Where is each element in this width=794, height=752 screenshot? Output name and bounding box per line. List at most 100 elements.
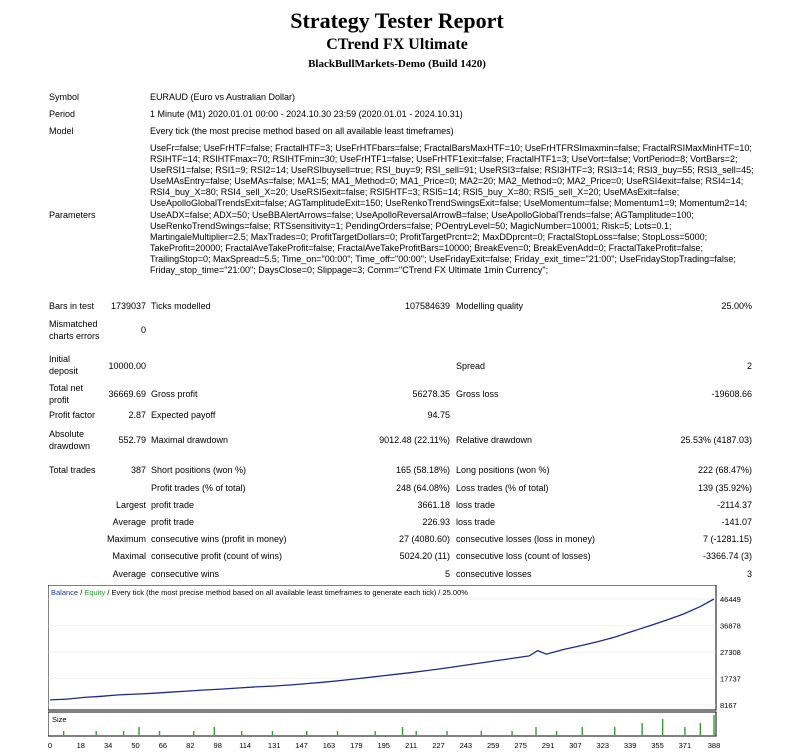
average-profit-label: profit trade	[151, 517, 195, 527]
x-tick-label: 307	[569, 741, 582, 750]
size-bar	[138, 727, 140, 735]
report-title: Strategy Tester Report	[290, 8, 504, 33]
x-tick-label: 211	[405, 741, 417, 750]
loss-trades-value: 139 (35.92%)	[697, 483, 752, 493]
chart-grid	[48, 598, 716, 706]
x-tick-label: 355	[651, 741, 664, 750]
x-tick-label: 339	[624, 741, 637, 750]
symbol-value: EURAUD (Euro vs Australian Dollar)	[150, 92, 296, 102]
total-trades-label: Total trades	[49, 465, 96, 475]
average-loss-label: loss trade	[456, 517, 496, 527]
gross-profit-label: Gross profit	[151, 389, 198, 399]
average-label: Average	[112, 517, 146, 527]
largest-profit-label: profit trade	[151, 500, 195, 510]
x-tick-label: 34	[104, 741, 112, 750]
x-tick-label: 259	[487, 741, 500, 750]
size-bar	[713, 715, 715, 735]
legend-sep: /	[78, 588, 84, 597]
net-profit-label: Total net	[49, 383, 84, 393]
max-cons-wins-value: 27 (4080.60)	[398, 534, 450, 544]
legend-balance: Balance	[51, 588, 78, 597]
x-tick-label: 195	[377, 741, 390, 750]
spread-label: Spread	[456, 361, 486, 371]
largest-label: Largest	[115, 500, 146, 510]
deposit-value: 10000.00	[108, 361, 146, 371]
maximal-cons-profit-value: 5024.20 (11)	[399, 551, 450, 561]
max-drawdown-value: 9012.48 (22.11%)	[379, 435, 450, 445]
size-bar	[446, 731, 448, 735]
size-bar	[240, 731, 243, 735]
x-tick-label: 114	[239, 741, 251, 750]
size-bar	[122, 731, 125, 735]
x-tick-label: 227	[432, 741, 445, 750]
avg-cons-losses-value: 3	[746, 569, 752, 579]
net-profit-label-2: profit	[49, 395, 70, 405]
profit-factor-value: 2.87	[128, 410, 146, 420]
y-tick-label: 36878	[720, 622, 741, 631]
x-tick-label: 163	[323, 741, 336, 750]
long-positions-label: Long positions (won %)	[456, 465, 550, 475]
symbol-label: Symbol	[49, 92, 80, 102]
mismatch-value: 0	[140, 325, 146, 335]
ticks-label: Ticks modelled	[151, 301, 211, 311]
size-bar	[535, 727, 537, 735]
profit-trades-value: 248 (64.08%)	[395, 483, 450, 493]
size-bar	[661, 719, 664, 735]
payoff-label: Expected payoff	[151, 410, 216, 420]
size-bar	[641, 723, 643, 735]
size-bar	[95, 731, 97, 735]
total-trades-value: 387	[130, 465, 146, 475]
average-loss-value: -141.07	[721, 517, 752, 527]
x-tick-label: 291	[542, 741, 555, 750]
payoff-value: 94.75	[427, 410, 450, 420]
balance-line	[49, 598, 715, 701]
x-tick-label: 243	[460, 741, 473, 750]
period-value: 1 Minute (M1) 2020.01.01 00:00 - 2024.10…	[150, 109, 463, 119]
size-bar	[336, 731, 339, 735]
largest-loss-value: -2114.37	[717, 500, 752, 510]
x-tick-label: 179	[350, 741, 363, 750]
absolute-drawdown-label: Absolute	[49, 429, 85, 439]
bars-label: Bars in test	[49, 301, 95, 311]
x-tick-label: 66	[159, 741, 167, 750]
chart-frame	[48, 585, 717, 711]
max-cons-losses-label: consecutive losses (loss in money)	[456, 534, 596, 544]
relative-drawdown-label: Relative drawdown	[456, 435, 533, 445]
size-bar	[271, 731, 274, 735]
x-tick-label: 98	[214, 741, 222, 750]
x-tick-label: 275	[514, 741, 527, 750]
long-positions-value: 222 (68.47%)	[697, 465, 752, 475]
size-bars	[62, 715, 715, 735]
x-axis-ticks: 0 18 34 50 66 82 98 114 131 147 163 179 195 211 227 243…	[48, 741, 720, 750]
size-bar	[480, 731, 482, 735]
max-cons-losses-value: 7 (-1281.15)	[702, 534, 752, 544]
legend-equity: Equity	[84, 588, 105, 597]
size-frame	[48, 711, 717, 737]
average-profit-value: 226.93	[422, 517, 450, 527]
y-tick-label: 46449	[720, 595, 741, 604]
short-positions-value: 165 (58.18%)	[395, 465, 450, 475]
size-bar	[193, 731, 195, 735]
maximal-cons-profit-label: consecutive profit (count of wins)	[151, 551, 283, 561]
size-bar	[699, 723, 702, 735]
quality-value: 25.00%	[721, 301, 752, 311]
largest-loss-label: loss trade	[456, 500, 496, 510]
size-bar	[213, 727, 215, 735]
y-tick-label: 8167	[720, 701, 737, 710]
size-bar	[614, 727, 616, 735]
gross-profit-value: 56278.35	[412, 389, 450, 399]
parameters-value: UseFr=false; UseFrHTF=false; FractalHTF=…	[150, 143, 754, 276]
net-profit-value: 36669.69	[108, 389, 146, 399]
size-bar	[62, 731, 65, 735]
max-drawdown-label: Maximal drawdown	[151, 435, 229, 445]
gross-loss-value: -19608.66	[711, 389, 752, 399]
mismatch-label-2: charts errors	[49, 331, 100, 341]
x-tick-label: 18	[77, 741, 85, 750]
quality-label: Modelling quality	[456, 301, 524, 311]
period-label: Period	[49, 109, 76, 119]
x-tick-label: 323	[597, 741, 610, 750]
size-bar	[415, 731, 417, 735]
x-tick-label: 82	[186, 741, 194, 750]
size-bar	[511, 731, 513, 735]
loss-trades-label: Loss trades (% of total)	[456, 483, 549, 493]
